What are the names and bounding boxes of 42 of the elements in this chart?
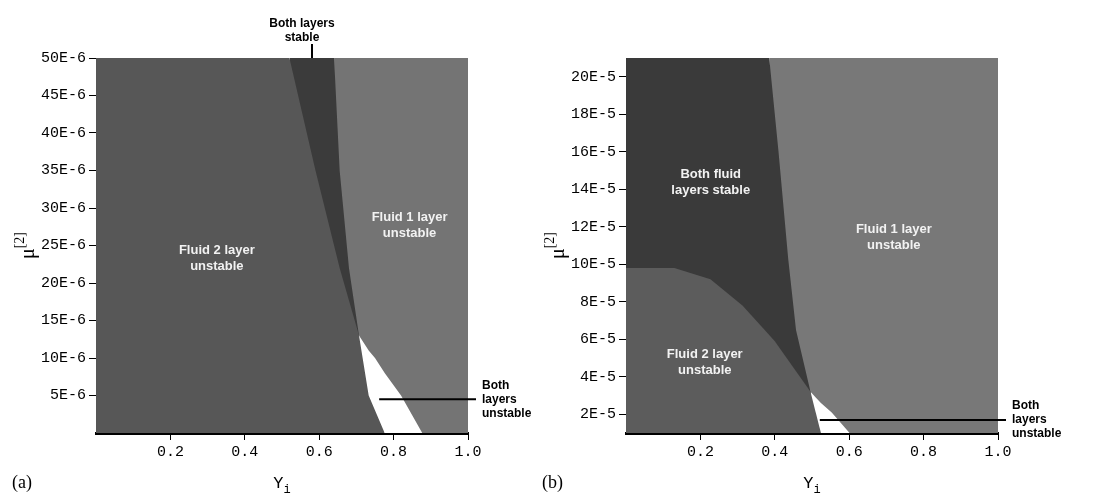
y-axis-title: μ[2] [12, 231, 39, 260]
y-tick-label: 20E-5 [570, 68, 617, 86]
y-tick-label: 2E-5 [579, 406, 617, 424]
y-tick-label: 6E-5 [579, 331, 617, 349]
x-tick-label: 0.2 [686, 443, 714, 461]
y-tick-label: 4E-5 [579, 368, 617, 386]
y-tick-label: 10E-6 [40, 349, 87, 367]
text: (a) [12, 472, 32, 493]
x-tick-label: 1.0 [984, 443, 1012, 461]
x-tick-label: 0.4 [231, 443, 259, 461]
y-tick-label: 10E-5 [570, 256, 617, 274]
x-tick-label: 0.6 [835, 443, 863, 461]
x-tick-label: 0.4 [761, 443, 789, 461]
text: Both layers unstable [482, 377, 532, 420]
y-tick-label: 20E-6 [40, 274, 87, 292]
series-label: Both fluid layers stable [671, 166, 751, 198]
y-tick-label: 30E-6 [40, 199, 87, 217]
y-tick-label: 25E-6 [40, 237, 87, 255]
x-tick-label: 1.0 [454, 443, 482, 461]
y-tick-label: 40E-6 [40, 124, 87, 142]
series-label: Fluid 1 layer unstable [855, 221, 932, 253]
y-tick-label: 5E-6 [49, 387, 87, 405]
x-tick-label: 0.8 [380, 443, 408, 461]
y-tick-label: 50E-6 [40, 49, 87, 67]
y-tick-label: 15E-6 [40, 312, 87, 330]
series-label: Fluid 1 layer unstable [371, 209, 448, 240]
series-label: Fluid 2 layer unstable [666, 346, 743, 378]
y-tick-label: 18E-5 [570, 106, 617, 124]
x-tick-label: 0.8 [910, 443, 938, 461]
y-tick-label: 35E-6 [40, 162, 87, 180]
y-tick-label: 14E-5 [570, 181, 617, 199]
x-tick-label: 0.2 [156, 443, 184, 461]
y-tick-label: 8E-5 [579, 293, 617, 311]
y-tick-label: 45E-6 [40, 87, 87, 105]
y-tick-label: 12E-5 [570, 218, 617, 236]
text: Both layers unstable [1012, 398, 1062, 441]
y-axis-title: μ[2] [542, 231, 569, 260]
series-label: Fluid 2 layer unstable [178, 241, 255, 273]
text: (b) [542, 472, 563, 493]
y-tick-label: 16E-5 [570, 143, 617, 161]
series-label: Both layers stable [269, 16, 336, 45]
x-tick-label: 0.6 [305, 443, 333, 461]
